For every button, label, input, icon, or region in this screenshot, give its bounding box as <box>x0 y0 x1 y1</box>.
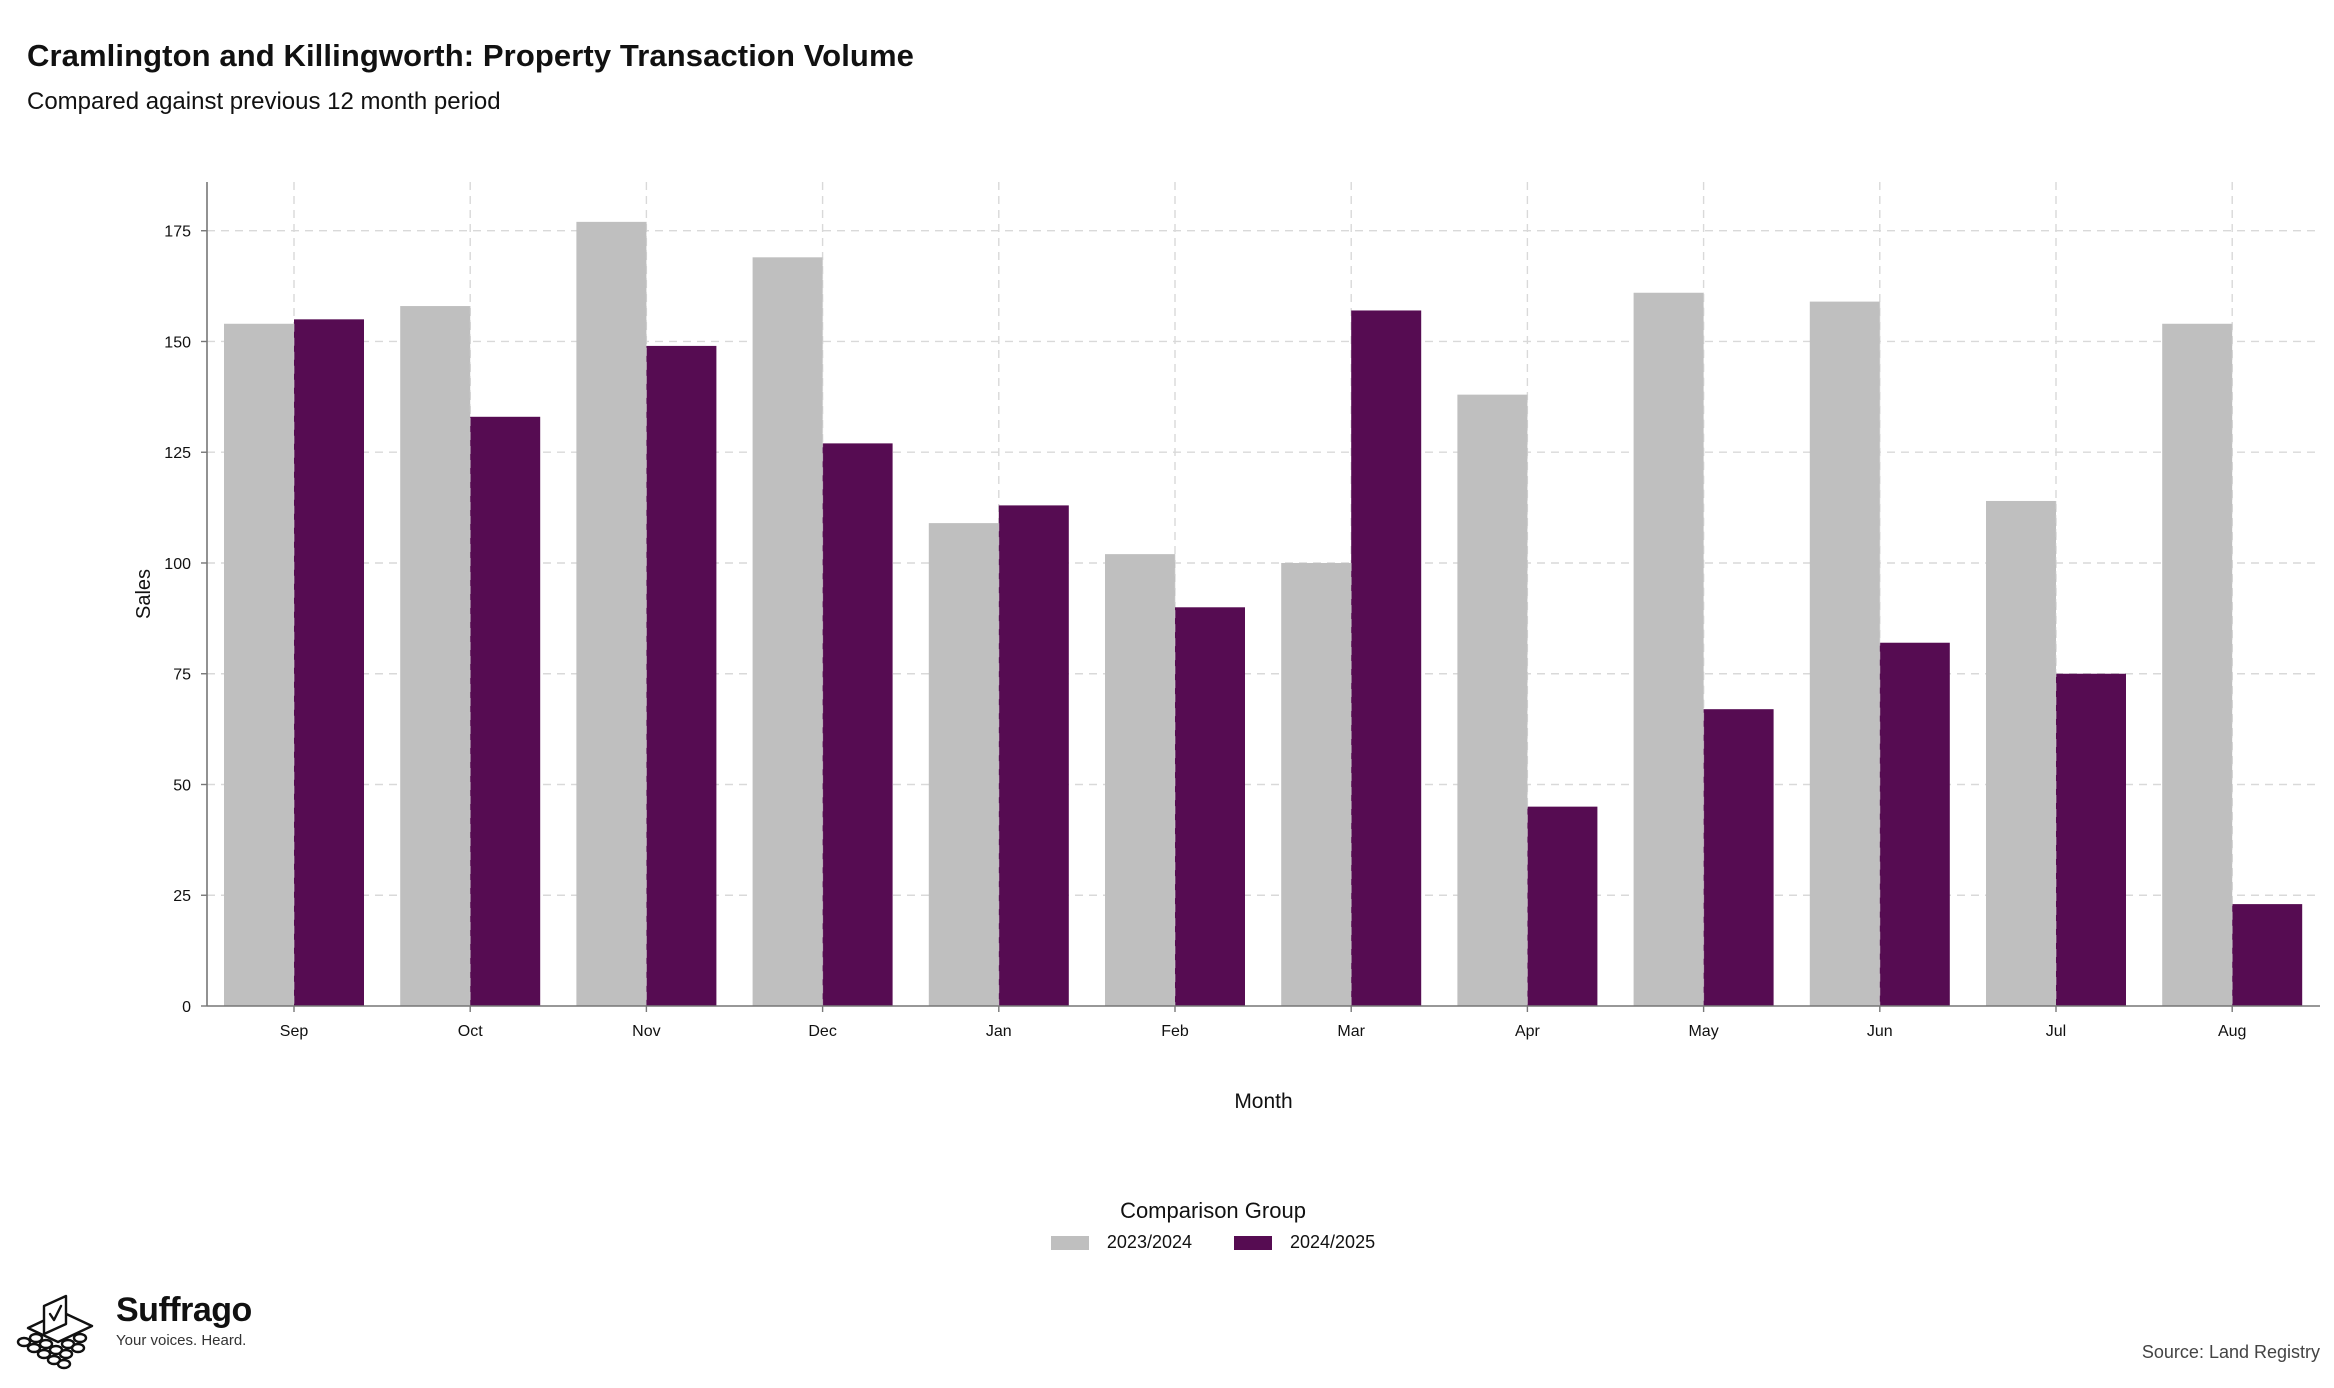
legend-items: 2023/2024 2024/2025 <box>92 1232 2334 1253</box>
bar-2023-2024-may <box>1633 292 1704 1006</box>
x-tick-label-aug: Aug <box>2218 1023 2246 1040</box>
y-tick-label: 175 <box>164 224 191 241</box>
brand-text: Suffrago Your voices. Heard. <box>116 1290 252 1349</box>
y-tick-label: 0 <box>182 999 191 1016</box>
bar-2023-2024-mar <box>1281 562 1352 1006</box>
bar-2024-2025-dec <box>822 443 893 1006</box>
bar-2024-2025-oct <box>470 416 541 1007</box>
legend-swatch-2024-2025 <box>1234 1235 1272 1250</box>
bar-chart: 0 25 50 75 100 125 150 175 Sep Oct Nov Dec Jan Feb Mar… <box>133 182 2320 1113</box>
bar-2023-2024-apr <box>1457 394 1528 1007</box>
brand-name: Suffrago <box>116 1291 252 1329</box>
legend-label-2024-2025: 2024/2025 <box>1290 1232 1376 1252</box>
y-tick-label: 50 <box>173 777 191 794</box>
bar-2023-2024-oct <box>400 306 471 1007</box>
bar-2023-2024-jun <box>1809 301 1880 1006</box>
x-tick-label-jun: Jun <box>1867 1023 1893 1040</box>
x-tick-label-apr: Apr <box>1515 1023 1541 1040</box>
bar-2024-2025-mar <box>1351 310 1422 1006</box>
legend-title: Comparison Group <box>1120 1198 1306 1223</box>
bar-2024-2025-jan <box>998 505 1069 1006</box>
x-tick-label-dec: Dec <box>808 1023 836 1040</box>
x-axis-title: Month <box>1234 1090 1292 1113</box>
legend-swatch-2023-2024 <box>1050 1235 1089 1250</box>
bar-2024-2025-may <box>1703 709 1774 1006</box>
bar-2023-2024-jul <box>1986 500 2056 1006</box>
x-tick-label-jan: Jan <box>986 1023 1012 1040</box>
y-tick-label: 100 <box>164 556 191 573</box>
bar-2024-2025-sep <box>294 319 364 1006</box>
brand-logo: Suffrago Your voices. Heard. <box>14 1290 252 1372</box>
bar-2023-2024-aug <box>2162 323 2233 1006</box>
bar-2023-2024-nov <box>576 221 647 1006</box>
legend: Comparison Group 2023/2024 2024/2025 <box>0 1198 2334 1253</box>
legend-item-2023-2024: 2023/2024 <box>1050 1232 1192 1253</box>
bar-2024-2025-apr <box>1527 806 1598 1006</box>
legend-item-2024-2025: 2024/2025 <box>1234 1232 1375 1253</box>
bar-2024-2025-feb <box>1175 607 1245 1006</box>
x-tick-label-oct: Oct <box>458 1023 483 1040</box>
bar-2023-2024-feb <box>1105 554 1175 1006</box>
x-tick-label-may: May <box>1688 1023 1718 1040</box>
x-tick-label-mar: Mar <box>1337 1023 1365 1040</box>
y-tick-label: 25 <box>173 888 191 905</box>
bar-2024-2025-nov <box>646 345 717 1007</box>
chart-subtitle: Compared against previous 12 month perio… <box>27 88 501 115</box>
bar-2024-2025-jul <box>2056 673 2126 1006</box>
chart-title: Cramlington and Killingworth: Property T… <box>27 38 914 73</box>
y-axis-title: Sales <box>133 569 155 619</box>
bar-2024-2025-jun <box>1879 642 1950 1006</box>
ballot-box-icon <box>16 1294 94 1370</box>
bar-2023-2024-jan <box>928 523 999 1006</box>
y-tick-label: 75 <box>173 667 191 684</box>
y-tick-label: 125 <box>164 445 191 462</box>
x-tick-label-jul: Jul <box>2046 1023 2066 1040</box>
bar-2023-2024-sep <box>224 323 294 1006</box>
legend-label-2023-2024: 2023/2024 <box>1106 1232 1192 1252</box>
source-note: Source: Land Registry <box>2141 1342 2320 1362</box>
x-tick-label-nov: Nov <box>632 1023 660 1040</box>
brand-tagline: Your voices. Heard. <box>116 1332 247 1349</box>
bar-2023-2024-dec <box>752 257 823 1006</box>
x-tick-label-sep: Sep <box>280 1023 309 1040</box>
x-tick-label-feb: Feb <box>1161 1023 1189 1040</box>
y-tick-label: 150 <box>164 334 191 351</box>
bar-2024-2025-aug <box>2232 904 2303 1006</box>
